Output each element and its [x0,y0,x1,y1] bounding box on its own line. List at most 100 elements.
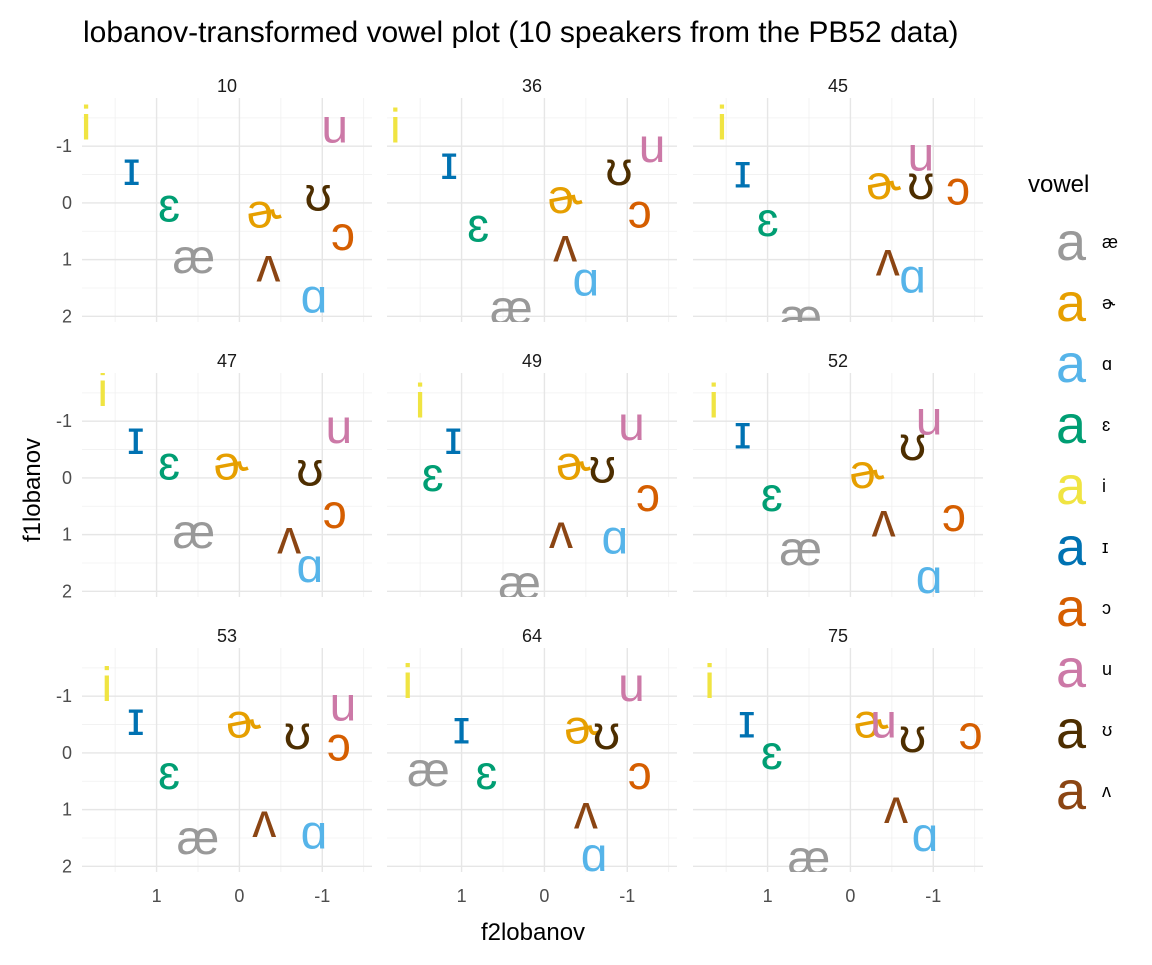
facet-strip-label: 10 [217,76,237,96]
vowel-point: i [97,364,108,417]
legend-label: ɔ [1102,598,1111,618]
vowel-point: ɚ [849,446,885,499]
x-tick-label: -1 [925,886,941,906]
vowel-point: ɛ [475,747,497,800]
vowel-point: u [639,120,666,173]
vowel-point: i [717,98,728,151]
legend-label: ɑ [1102,354,1112,374]
vowel-point: ɛ [757,194,779,247]
vowel-point: ɪ [127,412,144,465]
vowel-point: æ [173,506,216,559]
vowel-point: i [390,100,401,153]
vowel-point: ʌ [252,795,276,848]
vowel-point: ɚ [213,438,249,491]
vowel-point: u [330,679,357,732]
vowel-point: ʊ [305,168,332,221]
legend-label: ɚ [1102,293,1116,313]
legend-label: u [1102,659,1112,679]
x-tick-label: 1 [152,886,162,906]
legend-label: ʊ [1102,720,1112,740]
vowel-point: ɔ [323,486,347,539]
x-axis-title: f2lobanov [481,919,585,946]
vowel-point: ʊ [907,157,934,210]
legend-label: æ [1102,232,1118,252]
y-tick-label: 2 [62,581,72,601]
vowel-point: i [415,375,426,428]
vowel-point: ɚ [556,438,592,491]
vowel-point: ɛ [761,469,783,522]
legend-key-glyph: a [1056,761,1087,821]
vowel-point: ɛ [158,438,180,491]
vowel-point: u [908,129,935,182]
vowel-point: ʌ [277,511,301,564]
x-tick-label: 1 [763,886,773,906]
vowel-point: i [402,656,413,709]
facet-strip-label: 47 [217,351,237,371]
facet-strip-label: 52 [828,351,848,371]
facet-strip-label: 75 [828,626,848,646]
legend-key-glyph: a [1056,578,1087,638]
vowel-point: ɑ [912,809,939,862]
legend: vowel a æa ɚa ɑa ɛa ia ɪa ɔa ua ʊa ʌ [1028,171,1118,821]
vowel-point: æ [498,557,541,610]
vowel-point: u [618,659,645,712]
vowel-point: u [326,401,353,454]
vowel-point: ɑ [581,829,608,882]
legend-key-glyph: a [1056,334,1087,394]
vowel-point: ʊ [284,707,311,760]
x-tick-label: -1 [619,886,635,906]
legend-key-glyph: a [1056,517,1087,577]
vowel-point: ɚ [547,171,583,224]
x-tick-label: 1 [457,886,467,906]
vowel-point: ʊ [589,441,616,494]
facet-strip-label: 45 [828,76,848,96]
y-tick-label: 1 [62,525,72,545]
vowel-point: æ [173,231,216,284]
vowel-point: ɛ [158,180,180,233]
legend-key-glyph: a [1056,212,1087,272]
vowel-point: ɑ [301,806,328,859]
x-tick-label: 0 [234,886,244,906]
legend-key-glyph: a [1056,395,1087,455]
legend-label: ʌ [1102,781,1111,801]
y-tick-label: 0 [62,743,72,763]
vowel-point: ɪ [453,701,470,754]
vowel-point: ʌ [256,239,280,292]
vowel-point: ɪ [734,146,751,199]
y-tick-label: 2 [62,306,72,326]
vowel-point: ʊ [899,710,926,763]
x-axis-title-group: f2lobanov [481,919,585,946]
vowel-point: ɛ [422,449,444,502]
vowel-point: ɪ [127,693,144,746]
vowel-point: æ [177,812,220,865]
vowel-point: ɪ [445,412,462,465]
vowel-point: ʊ [296,443,323,496]
vowel-point: i [704,656,715,709]
vowel-point: ɔ [942,489,966,542]
vowel-point: ɑ [602,511,629,564]
vowel-point: ɪ [123,143,140,196]
vowel-point: ʌ [876,234,900,287]
vowel-point: ʌ [872,494,896,547]
vowel-point: ɔ [628,747,652,800]
vowel-point: ʊ [899,418,926,471]
x-tick-label: 0 [539,886,549,906]
vowel-point: ɑ [301,270,328,323]
vowel-point: ɚ [247,185,283,238]
vowel-point: ɔ [636,469,660,522]
vowel-point: æ [779,290,822,343]
vowel-point: æ [407,744,450,797]
vowel-point: ʌ [549,506,573,559]
